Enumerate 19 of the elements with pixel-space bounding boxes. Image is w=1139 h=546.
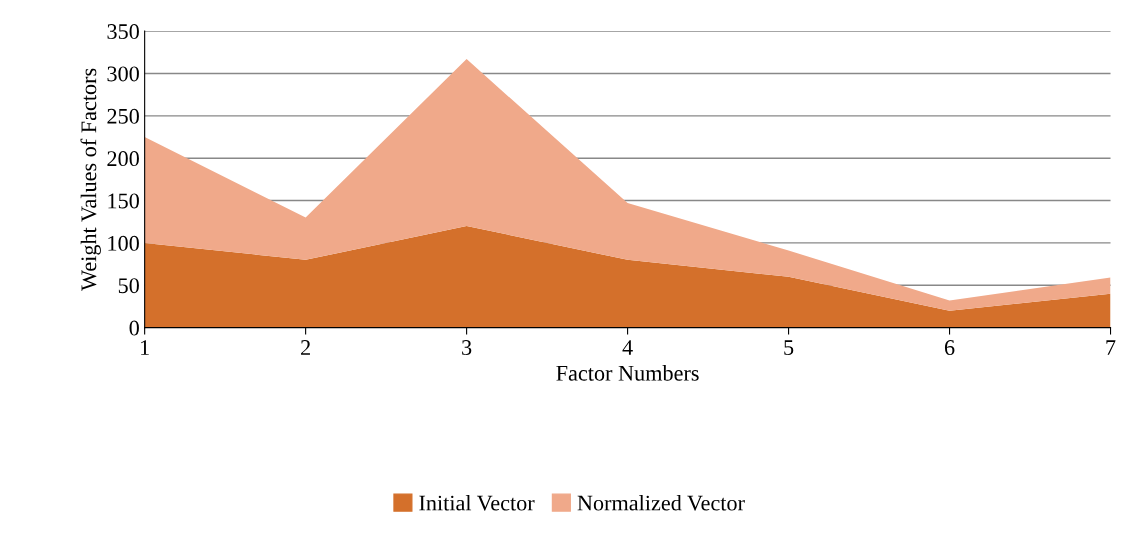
y-tick-label: 300 bbox=[107, 66, 139, 82]
y-axis-title: Weight Values of Factors bbox=[80, 68, 101, 291]
y-tick-label: 200 bbox=[107, 151, 139, 167]
y-tick-label: 250 bbox=[107, 108, 139, 124]
x-tick-label: 3 bbox=[462, 340, 472, 356]
x-tick-label: 7 bbox=[1106, 340, 1116, 355]
x-tick-label: 6 bbox=[944, 340, 955, 356]
y-tick-label: 100 bbox=[108, 235, 139, 251]
y-tick-label: 150 bbox=[108, 193, 139, 209]
legend-label: Normalized Vector bbox=[577, 494, 745, 511]
x-tick-label: 5 bbox=[784, 340, 794, 356]
y-tick-label: 50 bbox=[118, 278, 139, 294]
x-tick-label: 2 bbox=[301, 340, 310, 355]
y-tick-label: 350 bbox=[107, 24, 139, 40]
x-tick-label: 4 bbox=[622, 340, 633, 355]
y-tick-label: 0 bbox=[129, 320, 139, 336]
x-axis-title: Factor Numbers bbox=[556, 365, 699, 381]
legend-label: Initial Vector bbox=[419, 494, 535, 511]
x-tick-label: 1 bbox=[141, 340, 149, 355]
